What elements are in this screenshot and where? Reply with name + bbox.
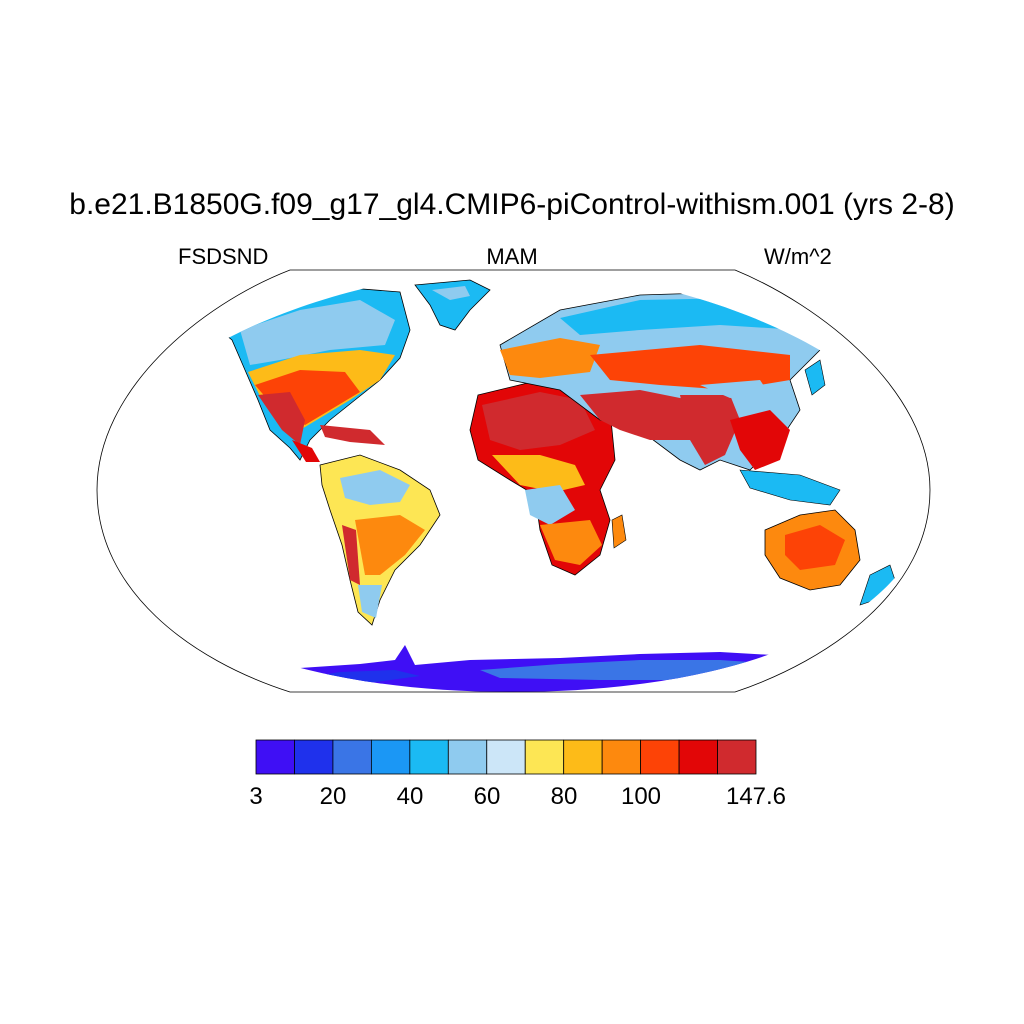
sahara: [482, 392, 595, 450]
sa-west: [342, 525, 360, 585]
india: [680, 395, 740, 465]
central-asia: [590, 345, 790, 390]
europe-warm: [500, 338, 600, 378]
new-zealand: [859, 564, 896, 606]
sahel: [492, 455, 585, 492]
amazon: [340, 470, 410, 505]
australia-interior: [785, 525, 845, 570]
colorbar-tick-label-6: 147.6: [725, 783, 787, 810]
colorbar-tick-label-2: 40: [396, 783, 424, 810]
middle-east: [580, 390, 690, 440]
na-southwest: [258, 392, 305, 445]
central-america: [292, 440, 320, 462]
patagonia: [358, 585, 382, 618]
congo: [525, 485, 575, 525]
indonesia: [739, 469, 841, 506]
colorbar-tick-label-1: 20: [319, 783, 347, 810]
caribbean: [320, 425, 385, 445]
greenland-inner: [432, 286, 470, 300]
units-label: W/m^2: [764, 244, 832, 269]
map-outline: [96, 269, 931, 693]
japan: [804, 359, 826, 396]
colorbar-tick-label-5: 100: [620, 783, 662, 810]
variable-label: FSDSND: [178, 244, 269, 269]
colorbar-tick-label-3: 60: [473, 783, 501, 810]
na-cool: [240, 300, 395, 365]
colorbar-tick-label-4: 80: [550, 783, 578, 810]
south-africa: [540, 520, 602, 565]
colorbar-tick-label-0: 3: [249, 783, 263, 810]
greenland: [414, 279, 491, 331]
sa-south: [355, 515, 425, 575]
main-title: b.e21.B1850G.f09_g17_gl4.CMIP6-piControl…: [69, 188, 955, 221]
southeast-asia: [730, 410, 790, 470]
madagascar: [611, 514, 627, 549]
tibet: [700, 380, 770, 398]
season-label: MAM: [486, 244, 538, 269]
